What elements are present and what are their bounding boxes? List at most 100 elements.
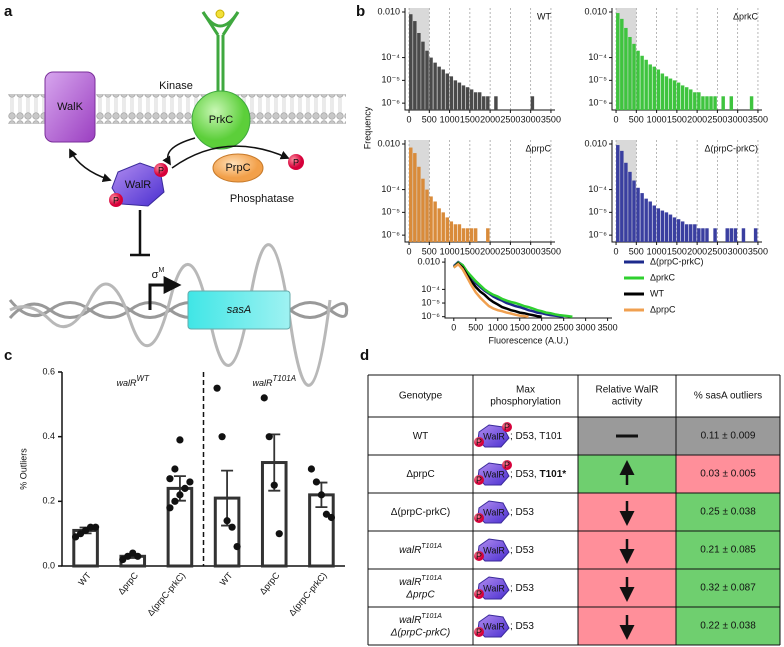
kinase-arrow <box>162 137 196 166</box>
histogram-bar <box>473 92 478 110</box>
histogram-bar <box>620 18 624 111</box>
sites: ; D53 <box>510 583 534 594</box>
x-tick-label: 1000 <box>647 114 667 124</box>
data-point <box>213 384 221 392</box>
histogram-bar <box>465 87 470 110</box>
walk-walr-arrow <box>69 148 112 182</box>
phospho-label: P <box>113 195 119 205</box>
phospho-icon-label: P <box>476 475 482 485</box>
x-tick-label: 0 <box>614 114 619 124</box>
sites-text: ; D53, <box>510 469 539 480</box>
outlier-cell <box>676 569 780 607</box>
sites-text: ; D53 <box>510 545 534 556</box>
y-tick-label: 10⁻⁵ <box>422 297 441 307</box>
genotype-sup: T101A <box>421 575 442 582</box>
line-series <box>453 262 529 318</box>
data-point <box>171 497 179 505</box>
gene-box <box>187 290 291 330</box>
sigma-sup: M <box>158 267 164 274</box>
genotype-name: walR <box>399 545 421 556</box>
y-tick-label: 10⁻⁵ <box>382 207 401 217</box>
table-header: % sasA outliers <box>694 391 762 402</box>
histogram-bar <box>445 217 449 242</box>
sites-text: ; D53 <box>510 621 534 632</box>
histogram-bar <box>693 224 697 242</box>
phosphatase-arrow <box>171 145 290 169</box>
histogram-bar <box>701 96 705 110</box>
histogram-bar <box>486 228 490 242</box>
data-point <box>166 504 174 512</box>
sigma-label: σM <box>152 267 165 281</box>
histogram-bar <box>429 57 433 110</box>
histogram-bar <box>697 228 701 242</box>
histogram-bar <box>644 198 648 242</box>
histogram-title: Δ(prpC-prkC) <box>704 143 758 153</box>
histogram-bar <box>433 201 437 242</box>
table-header: Relative WalR <box>596 385 659 396</box>
outliers: 0.21 ± 0.085 <box>700 545 756 556</box>
phospho-icon <box>474 627 484 637</box>
histogram-bar <box>465 228 470 242</box>
histogram-bar <box>729 228 734 242</box>
x-tick-label: 500 <box>468 322 483 332</box>
histogram-bar <box>616 145 620 242</box>
phosphatase-label: Phosphatase <box>230 193 294 205</box>
y-tick-label: 10⁻⁶ <box>589 230 608 240</box>
histogram-bar <box>668 78 673 110</box>
phospho-icon <box>474 589 484 599</box>
histogram-bar <box>668 214 673 242</box>
histogram-title: WT <box>537 11 551 21</box>
x-tick-label: 2000 <box>532 322 552 332</box>
sites-bold: T101* <box>539 469 566 480</box>
histogram-bar <box>417 32 421 110</box>
histogram-bar <box>689 89 693 110</box>
histogram-bar <box>457 82 462 110</box>
histogram-bar <box>713 228 717 242</box>
data-point <box>91 523 100 531</box>
phospho-icon-label: P <box>476 627 482 637</box>
data-point <box>166 475 174 483</box>
histogram-bar <box>469 228 474 242</box>
genotype-name: ΔprpC <box>406 469 434 480</box>
prkc-protein <box>191 90 251 150</box>
histogram-bar <box>753 228 758 242</box>
phospho-icon <box>502 422 512 432</box>
histogram-bar <box>664 76 669 110</box>
outlier-cell <box>676 531 780 569</box>
y-tick-label: 0.010 <box>584 138 607 148</box>
histogram-bar <box>672 217 677 242</box>
data-point <box>176 491 184 499</box>
histogram-bar <box>624 27 628 110</box>
x-tick-label: 3500 <box>748 114 768 124</box>
data-point <box>176 436 184 444</box>
x-tick-label: 3500 <box>541 246 561 256</box>
walk-label: WalK <box>57 101 84 113</box>
histogram-bar <box>453 80 458 110</box>
histogram-bar <box>449 76 454 110</box>
outliers: 0.22 ± 0.038 <box>700 621 756 632</box>
outlier-cell <box>676 607 780 645</box>
histogram-bar <box>636 50 640 110</box>
histogram-bar <box>437 66 441 110</box>
x-tick-label: 3000 <box>521 246 541 256</box>
outlier-cell <box>676 493 780 531</box>
histogram-bar <box>672 80 677 110</box>
x-axis-label: Fluorescence (A.U.) <box>488 335 568 345</box>
data-point <box>265 433 273 441</box>
histogram-bar <box>729 96 734 110</box>
histogram-bar <box>632 180 636 242</box>
outliers: 0.03 ± 0.005 <box>700 469 756 480</box>
legend-label: WT <box>650 288 664 298</box>
data-point <box>218 433 226 441</box>
table-header: phosphorylation <box>490 397 561 408</box>
histogram-bar <box>749 96 754 110</box>
histogram-bar <box>437 208 441 242</box>
histogram-bar <box>721 96 725 110</box>
phospho-icon-label: P <box>476 513 482 523</box>
histogram-bar <box>441 212 445 242</box>
group-label: walRT101A <box>252 374 296 388</box>
legend-label: Δ(prpC-prkC) <box>650 256 704 266</box>
sigma: σ <box>152 269 159 281</box>
histogram-bar <box>413 21 417 110</box>
